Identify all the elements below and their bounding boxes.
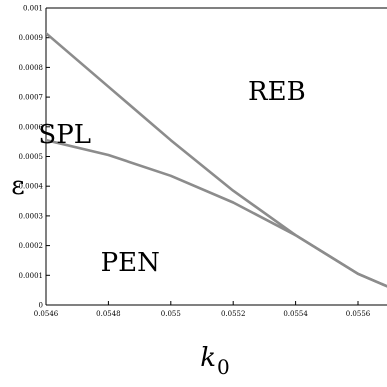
region-label-pen: PEN — [101, 248, 160, 278]
y-tick-label: 0.001 — [23, 5, 43, 13]
x-axis-label-subscript: 0 — [217, 355, 230, 379]
y-tick-label: 0.0003 — [19, 212, 44, 220]
x-tick-label: 0.055 — [161, 310, 181, 318]
y-tick-label: 0.0001 — [19, 272, 44, 280]
y-tick-label: 0.0004 — [19, 183, 44, 191]
y-tick-label: 0.0006 — [19, 123, 44, 131]
y-tick-label: 0 — [39, 302, 43, 310]
y-tick-label: 0.0007 — [19, 94, 44, 102]
boundary-line-2 — [46, 138, 387, 288]
y-axis-label: ε — [11, 171, 24, 201]
region-label-reb: REB — [248, 77, 306, 107]
x-axis-label: k — [200, 343, 216, 373]
y-tick-label: 0.0009 — [19, 34, 44, 42]
x-tick-label: 0.0556 — [346, 310, 371, 318]
x-tick-label: 0.0554 — [283, 310, 308, 318]
x-tick-label: 0.0552 — [221, 310, 246, 318]
x-tick-label: 0.0548 — [96, 310, 121, 318]
x-tick-label: 0.0546 — [34, 310, 59, 318]
region-label-spl: SPL — [38, 120, 91, 150]
y-tick-label: 0.0005 — [19, 153, 44, 161]
y-tick-label: 0.0008 — [19, 64, 44, 72]
boundary-line-1 — [46, 31, 387, 288]
y-tick-label: 0.0002 — [19, 242, 44, 250]
